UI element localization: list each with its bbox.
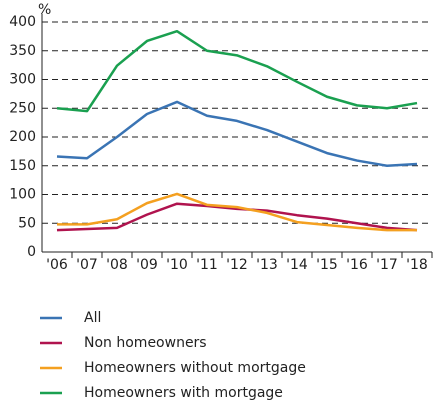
y-tick-label: 50 — [18, 215, 36, 231]
x-tick-label: '08 — [106, 257, 128, 273]
series-line — [56, 100, 418, 167]
x-tick-label: '07 — [76, 257, 98, 273]
legend-label: Homeowners with mortgage — [84, 385, 283, 401]
y-tick-label: 150 — [9, 158, 36, 174]
y-axis-label: % — [38, 2, 51, 18]
x-tick-label: '18 — [406, 257, 428, 273]
y-tick-label: 0 — [27, 244, 36, 260]
legend-label: Non homeowners — [84, 335, 207, 351]
y-tick-label: 350 — [9, 43, 36, 59]
series-line — [57, 192, 417, 232]
x-tick-label: '13 — [256, 257, 278, 273]
x-tick-label: '11 — [196, 257, 218, 273]
x-tick-label: '10 — [166, 257, 188, 273]
series-line — [56, 29, 418, 113]
x-tick-label: '17 — [376, 257, 398, 273]
x-tick-label: '15 — [316, 257, 338, 273]
x-tick-label: '14 — [286, 257, 308, 273]
y-tick-label: 300 — [9, 72, 36, 88]
x-tick-label: '06 — [46, 257, 68, 273]
y-tick-label: 400 — [9, 14, 36, 30]
y-tick-label: 250 — [9, 100, 36, 116]
legend-label: Homeowners without mortgage — [84, 360, 306, 376]
series-line — [56, 202, 418, 232]
x-tick-label: '09 — [136, 257, 158, 273]
y-tick-label: 200 — [9, 129, 36, 145]
legend-label: All — [84, 310, 101, 326]
x-tick-label: '16 — [346, 257, 368, 273]
y-tick-label: 100 — [9, 187, 36, 203]
x-tick-label: '12 — [226, 257, 248, 273]
